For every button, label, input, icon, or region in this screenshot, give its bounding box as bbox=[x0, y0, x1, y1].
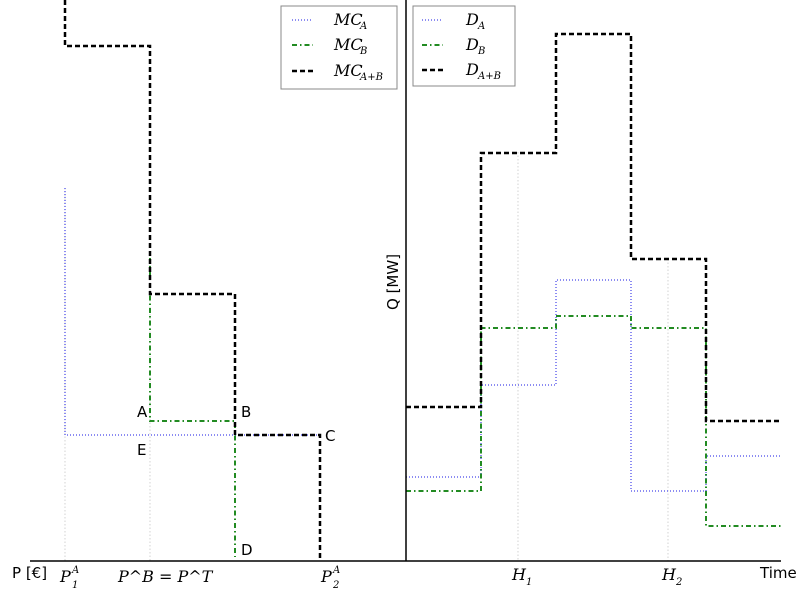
svg-text:B: B bbox=[477, 46, 485, 57]
legend-label-d-b: D B bbox=[465, 35, 485, 57]
svg-text:P: P bbox=[59, 567, 71, 586]
legend-label-mc-b: MC B bbox=[333, 35, 367, 57]
svg-text:B: B bbox=[359, 46, 367, 57]
x-axis-label-price: P [€] bbox=[12, 564, 47, 582]
series-mc-a bbox=[64, 188, 320, 436]
point-label-a: A bbox=[137, 403, 148, 421]
series-d-a-plus-b bbox=[406, 32, 781, 423]
point-label-e: E bbox=[137, 441, 146, 459]
legend-label-mc-a: MC A bbox=[333, 10, 367, 32]
svg-text:A: A bbox=[332, 565, 340, 576]
svg-text:H: H bbox=[511, 565, 527, 584]
tick-label-h2: H 2 bbox=[661, 565, 682, 588]
tick-label-p1a: P A 1 bbox=[59, 565, 79, 591]
series-d-a bbox=[406, 279, 781, 492]
tick-label-h1: H 1 bbox=[511, 565, 532, 588]
x-axis-label-time: Time bbox=[759, 564, 797, 582]
tick-label-pb-eq-pt: P^B = P^T bbox=[117, 567, 214, 586]
legend-left: MC A MC B MC A+B bbox=[280, 5, 398, 90]
series-d-b bbox=[406, 315, 781, 527]
point-label-c: C bbox=[325, 427, 335, 445]
legend-label-d-a-plus-b: D A+B bbox=[465, 60, 501, 82]
y-axis-label-q: Q [MW] bbox=[384, 254, 402, 310]
svg-text:1: 1 bbox=[526, 577, 532, 588]
series-mc-a-plus-b bbox=[63, 0, 322, 561]
point-label-d: D bbox=[241, 541, 253, 559]
svg-text:A: A bbox=[359, 21, 367, 32]
svg-text:D: D bbox=[465, 10, 479, 29]
series-mc-b bbox=[149, 258, 236, 557]
svg-text:A+B: A+B bbox=[359, 72, 383, 83]
svg-text:1: 1 bbox=[72, 580, 78, 591]
point-label-b: B bbox=[241, 403, 251, 421]
svg-text:D: D bbox=[465, 35, 479, 54]
svg-text:MC: MC bbox=[333, 10, 363, 29]
legend-right: D A D B D A+B bbox=[412, 5, 516, 87]
svg-text:H: H bbox=[661, 565, 677, 584]
svg-text:D: D bbox=[465, 60, 479, 79]
legend-label-mc-a-plus-b: MC A+B bbox=[333, 61, 383, 83]
legend-label-d-a: D A bbox=[465, 10, 485, 32]
svg-text:MC: MC bbox=[333, 35, 363, 54]
tick-label-p2a: P A 2 bbox=[320, 565, 340, 591]
svg-text:2: 2 bbox=[675, 577, 682, 588]
svg-text:MC: MC bbox=[333, 61, 363, 80]
svg-text:2: 2 bbox=[332, 580, 339, 591]
svg-text:A: A bbox=[71, 565, 79, 576]
svg-text:P: P bbox=[320, 567, 332, 586]
svg-text:A+B: A+B bbox=[477, 71, 501, 82]
svg-text:A: A bbox=[477, 21, 485, 32]
